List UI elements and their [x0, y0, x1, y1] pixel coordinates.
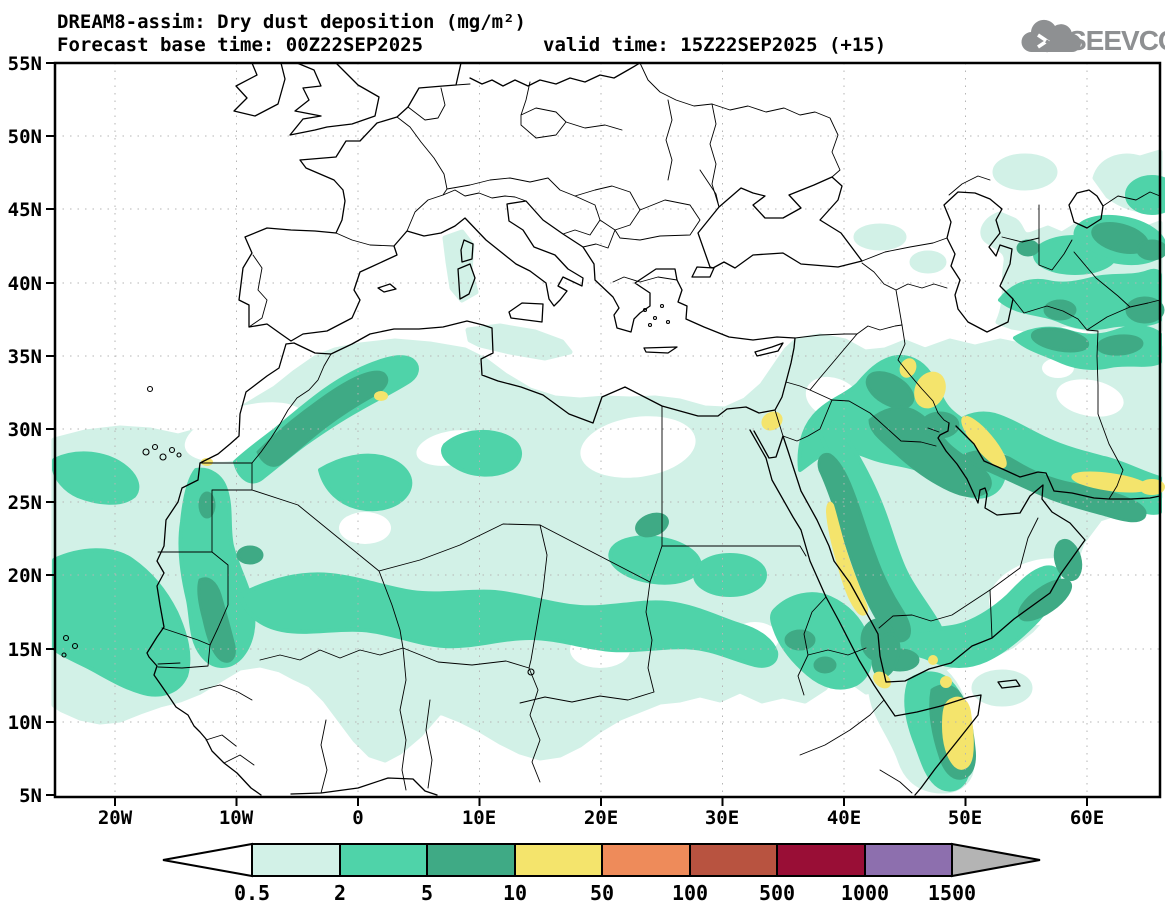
x-tick-label: 30E: [705, 807, 739, 829]
y-tick-label: 20N: [8, 565, 42, 587]
colorbar-segment: [864, 843, 953, 877]
x-tick-label: 20E: [584, 807, 618, 829]
colorbar: 0.5 2 5 10 50 100 500 1000 1500: [162, 842, 1041, 905]
colorbar-segment: [776, 843, 866, 877]
colorbar-over-arrow: [951, 842, 1041, 878]
y-tick-label: 50N: [8, 126, 42, 148]
x-tick-label: 60E: [1070, 807, 1104, 829]
y-tick-label: 35N: [8, 346, 42, 368]
colorbar-label: 500: [759, 881, 795, 905]
x-tick-label: 20W: [98, 807, 133, 829]
colorbar-segment: [339, 843, 428, 877]
colorbar-label: 1500: [928, 881, 976, 905]
colorbar-label: 100: [672, 881, 708, 905]
y-tick-label: 15N: [8, 639, 42, 661]
colorbar-segment: [601, 843, 691, 877]
colorbar-labels: 0.5 2 5 10 50 100 500 1000 1500: [234, 881, 976, 905]
x-tick-label: 10W: [219, 807, 254, 829]
y-tick-label: 30N: [8, 419, 42, 441]
forecast-base-time-label: Forecast base time: 00Z22SEP2025: [57, 34, 424, 56]
colorbar-label: 5: [421, 881, 433, 905]
y-axis-labels: 55N 50N 45N 40N 35N 30N 25N 20N 15N 10N …: [8, 53, 42, 807]
y-tick-label: 25N: [8, 492, 42, 514]
x-axis-labels: 20W 10W 0 10E 20E 30E 40E 50E 60E: [98, 807, 1104, 829]
small-islands: [61, 303, 671, 676]
colorbar-segment: [426, 843, 516, 877]
cloud-icon: [1021, 19, 1081, 53]
seevccc-logo: SEEVCCC: [1021, 19, 1165, 56]
colorbar-segment: [689, 843, 778, 877]
logo-text: SEEVCCC: [1068, 25, 1165, 56]
y-tick-label: 45N: [8, 199, 42, 221]
x-tick-label: 0: [352, 807, 363, 829]
country-borders: [157, 62, 1161, 794]
x-tick-label: 50E: [948, 807, 982, 829]
colorbar-label: 0.5: [234, 881, 270, 905]
page-title: DREAM8-assim: Dry dust deposition (mg/m²…: [57, 11, 526, 33]
colorbar-label: 10: [503, 881, 527, 905]
x-tick-label: 40E: [827, 807, 861, 829]
y-tick-label: 10N: [8, 712, 42, 734]
colorbar-segment: [251, 843, 341, 877]
dust-level-10-50-region: [201, 358, 1165, 770]
axis-ticks: [46, 62, 1088, 806]
valid-time-label: valid time: 15Z22SEP2025 (+15): [543, 34, 887, 56]
y-tick-label: 55N: [8, 53, 42, 75]
colorbar-label: 2: [334, 881, 346, 905]
x-tick-label: 10E: [462, 807, 496, 829]
colorbar-label: 1000: [841, 881, 889, 905]
cloud-chevron-gray: [1045, 39, 1058, 53]
colorbar-under-arrow: [162, 842, 253, 878]
y-tick-label: 5N: [19, 785, 42, 807]
y-tick-label: 40N: [8, 273, 42, 295]
coastlines: [146, 62, 1161, 796]
colorbar-segment: [514, 843, 603, 877]
colorbar-label: 50: [590, 881, 614, 905]
